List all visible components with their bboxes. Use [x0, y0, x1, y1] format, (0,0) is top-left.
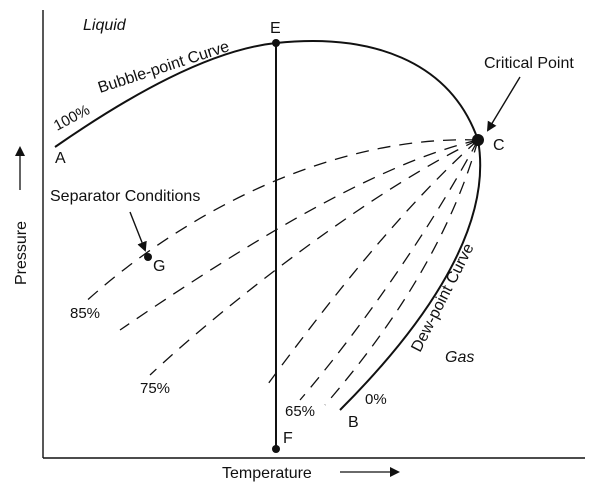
separator-arrow	[129, 211, 147, 252]
dew-point-curve	[339, 139, 482, 411]
point-c-label: C	[493, 137, 505, 154]
point-b-label: B	[348, 414, 359, 431]
quality-65-label: 65%	[285, 403, 315, 420]
point-f-marker	[272, 445, 280, 453]
quality-line-60	[324, 139, 479, 406]
quality-85-label: 85%	[70, 305, 100, 322]
quality-100-label: 100%	[51, 102, 93, 135]
critical-point-label: Critical Point	[484, 55, 574, 72]
point-g-marker	[144, 253, 152, 261]
point-e-marker	[272, 39, 280, 47]
point-f-label: F	[283, 430, 293, 447]
point-a-label: A	[55, 150, 66, 167]
separator-conditions-label: Separator Conditions	[50, 188, 200, 205]
quality-line-75	[149, 139, 479, 376]
point-g-label: G	[153, 258, 165, 275]
point-e-label: E	[270, 20, 281, 37]
quality-line-80	[119, 139, 479, 331]
pressure-axis-label: Pressure	[13, 221, 30, 285]
critical-point-arrow	[486, 76, 521, 132]
liquid-label: Liquid	[83, 17, 127, 34]
quality-75-label: 75%	[140, 380, 170, 397]
critical-point-marker	[472, 134, 484, 146]
quality-line-70	[264, 139, 479, 389]
dew-point-curve-label: Dew-point Curve	[408, 241, 477, 355]
bubble-point-curve	[54, 40, 479, 148]
bubble-point-curve-label: Bubble-point Curve	[96, 38, 232, 97]
quality-line-85	[81, 139, 479, 306]
quality-0-label: 0%	[365, 391, 387, 408]
temperature-axis-label: Temperature	[222, 465, 312, 482]
quality-line-65	[299, 139, 479, 401]
gas-label: Gas	[445, 349, 474, 366]
